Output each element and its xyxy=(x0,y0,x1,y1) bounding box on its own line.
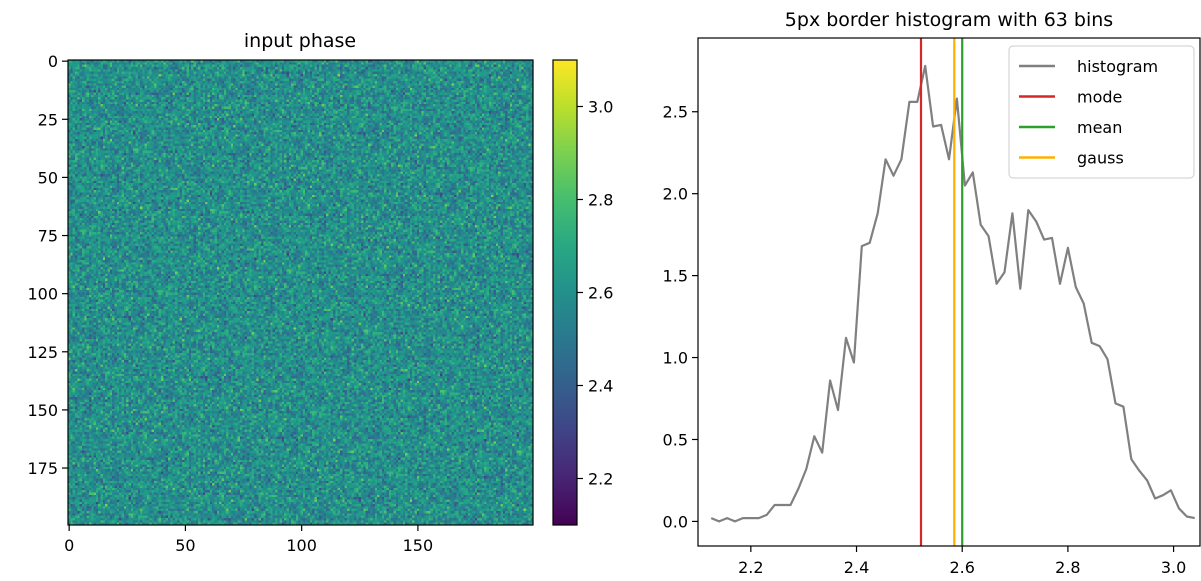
heatmap-y-tick-label: 150 xyxy=(27,401,58,420)
legend: histogram mode mean gauss xyxy=(1008,45,1195,179)
histogram-line xyxy=(710,64,1195,523)
heatmap-y-tick-label: 50 xyxy=(38,168,58,187)
legend-box xyxy=(1008,45,1195,179)
heatmap-x-tick-label: 100 xyxy=(286,536,317,555)
heatmap-y-tick-label: 100 xyxy=(27,285,58,304)
histogram-x-tick-label: 2.6 xyxy=(949,558,974,577)
heatmap-y-tick-label: 75 xyxy=(38,227,58,246)
heatmap-x-tick-label: 50 xyxy=(175,536,195,555)
heatmap-y-axis: 0 25 50 75 100 125 150 175 xyxy=(27,52,68,478)
heatmap-plot xyxy=(67,59,534,526)
histogram-x-axis: 2.2 2.4 2.6 2.8 3.0 xyxy=(738,546,1186,577)
histogram-y-tick-label: 2.5 xyxy=(663,103,688,122)
heatmap-y-tick-label: 175 xyxy=(27,459,58,478)
legend-label-mean: mean xyxy=(1077,118,1122,137)
histogram-y-tick-label: 1.0 xyxy=(663,349,688,368)
heatmap-y-tick-label: 0 xyxy=(48,52,58,71)
heatmap-title: input phase xyxy=(244,30,356,52)
colorbar-tick-label: 3.0 xyxy=(588,98,613,117)
heatmap-y-tick-label: 25 xyxy=(38,110,58,129)
heatmap-x-axis: 0 50 100 150 xyxy=(64,525,433,555)
histogram-y-axis: 0.0 0.5 1.0 1.5 2.0 2.5 xyxy=(663,103,698,531)
legend-label-mode: mode xyxy=(1077,88,1122,107)
histogram-title: 5px border histogram with 63 bins xyxy=(785,9,1113,31)
histogram-y-tick-label: 2.0 xyxy=(663,185,688,204)
histogram-y-tick-label: 0.0 xyxy=(663,512,688,531)
histogram-x-tick-label: 2.2 xyxy=(738,558,763,577)
histogram-plot-area xyxy=(710,38,1195,546)
colorbar-axis: 2.2 2.4 2.6 2.8 3.0 xyxy=(577,98,613,489)
colorbar-tick-label: 2.6 xyxy=(588,284,613,303)
colorbar-tick-label: 2.8 xyxy=(588,191,613,210)
histogram-x-tick-label: 3.0 xyxy=(1161,558,1186,577)
colorbar-tick-label: 2.2 xyxy=(588,470,613,489)
heatmap-x-tick-label: 0 xyxy=(64,536,74,555)
histogram-frame xyxy=(697,37,1201,547)
histogram-x-tick-label: 2.4 xyxy=(844,558,869,577)
heatmap-y-tick-label: 125 xyxy=(27,343,58,362)
legend-label-gauss: gauss xyxy=(1077,149,1124,168)
heatmap-image xyxy=(68,60,533,525)
histogram-y-tick-label: 0.5 xyxy=(663,430,688,449)
histogram-y-tick-label: 1.5 xyxy=(663,267,688,286)
colorbar xyxy=(552,59,578,526)
heatmap-frame xyxy=(67,59,534,526)
legend-label-histogram: histogram xyxy=(1077,57,1158,76)
histogram-x-tick-label: 2.8 xyxy=(1055,558,1080,577)
colorbar-tick-label: 2.4 xyxy=(588,377,613,396)
heatmap-x-tick-label: 150 xyxy=(403,536,434,555)
